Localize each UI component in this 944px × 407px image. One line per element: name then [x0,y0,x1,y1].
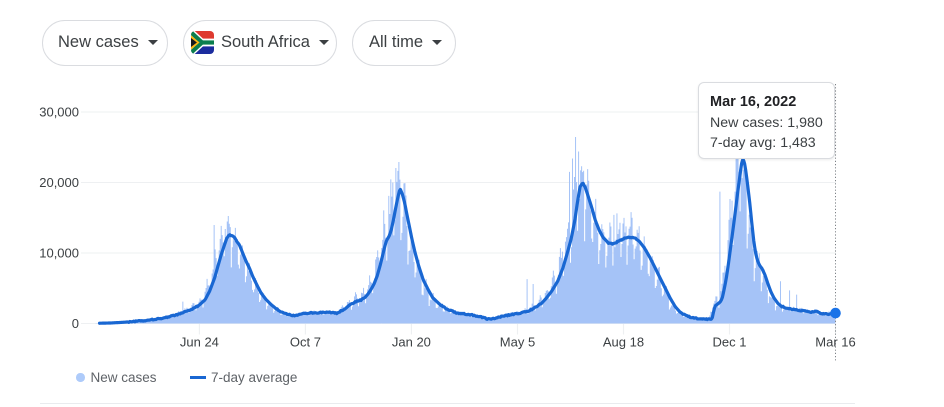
svg-text:0: 0 [72,316,79,331]
svg-text:Jun 24: Jun 24 [180,335,219,350]
svg-text:10,000: 10,000 [39,246,79,261]
svg-text:Mar 16: Mar 16 [815,335,855,350]
svg-text:Aug 18: Aug 18 [603,335,644,350]
svg-text:30,000: 30,000 [39,105,79,120]
svg-text:Jan 20: Jan 20 [392,335,431,350]
svg-text:Oct 7: Oct 7 [290,335,321,350]
svg-text:May 5: May 5 [500,335,535,350]
svg-text:20,000: 20,000 [39,175,79,190]
svg-text:Dec 1: Dec 1 [713,335,747,350]
